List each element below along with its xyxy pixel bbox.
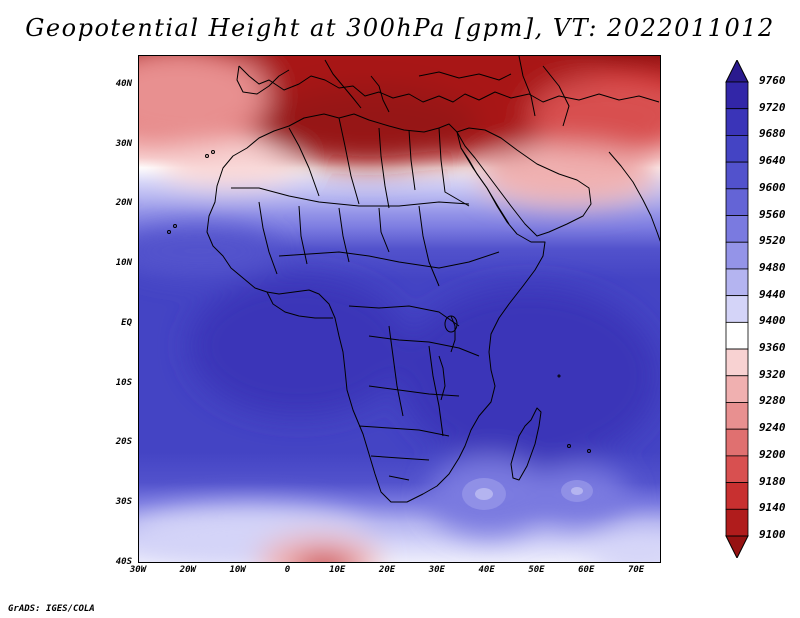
colorbar-segment — [725, 482, 749, 510]
lat-label: 10N — [115, 258, 132, 269]
colorbar-segment — [725, 375, 749, 403]
map-plot-area — [138, 55, 661, 563]
colorbar-segment — [725, 428, 749, 457]
colorbar-level-label: 9440 — [759, 287, 786, 301]
colorbar-segment — [725, 215, 749, 243]
colorbar-segment — [725, 188, 749, 216]
colorbar-level-label: 9480 — [759, 260, 786, 274]
lat-label: 10S — [115, 377, 132, 388]
lon-label: 10E — [329, 565, 346, 575]
lon-label: 70E — [627, 565, 645, 575]
colorbar-level-label: 9360 — [759, 341, 786, 355]
colorbar-level-label: 9720 — [759, 100, 786, 114]
colorbar-segment — [725, 348, 749, 377]
lon-label: 50E — [528, 565, 545, 575]
colorbar-segment — [725, 161, 749, 190]
colorbar-level-label: 9100 — [759, 528, 786, 541]
lat-label: 40S — [115, 557, 132, 567]
height-field-blobs — [139, 56, 660, 562]
map-title: Geopotential Height at 300hPa [gpm], VT:… — [25, 14, 775, 42]
lat-label: 30N — [115, 138, 132, 149]
lat-label: 20S — [115, 437, 132, 448]
colorbar-segment — [725, 455, 749, 483]
colorbar-level-label: 9240 — [759, 421, 786, 435]
colorbar-segment — [725, 268, 749, 297]
colorbar-segment — [725, 81, 749, 110]
colorbar-level-label: 9140 — [759, 501, 786, 515]
lat-label: 20N — [115, 198, 132, 209]
lon-label: 60E — [578, 565, 595, 575]
colorbar-segment — [725, 135, 749, 163]
colorbar-segment — [725, 295, 749, 323]
colorbar-level-label: 9560 — [759, 207, 786, 221]
colorbar-level-label: 9320 — [759, 367, 786, 381]
colorbar-bottom-arrow — [725, 535, 749, 558]
colorbar-level-label: 9180 — [759, 474, 786, 488]
lat-label: 40N — [115, 78, 132, 89]
lon-label: 30W — [129, 565, 147, 575]
colorbar-segment — [725, 108, 749, 136]
colorbar-segment — [725, 508, 749, 537]
lon-label: 20E — [378, 565, 396, 575]
lon-label: 0 — [284, 565, 291, 575]
lon-label: 40E — [478, 565, 495, 575]
colorbar-level-label: 9280 — [759, 394, 786, 408]
colorbar-segment — [725, 321, 749, 350]
colorbar-segment — [725, 402, 749, 430]
colorbar-level-label: 9640 — [759, 154, 786, 168]
colorbar-level-label: 9760 — [759, 74, 786, 87]
colorbar-level-label: 9600 — [759, 180, 786, 194]
lon-label: 20W — [179, 565, 196, 575]
colorbar-level-label: 9520 — [759, 234, 786, 248]
colorbar-level-label: 9200 — [759, 447, 786, 461]
lon-label: 30E — [428, 565, 445, 575]
grads-credit: GrADS: IGES/COLA — [8, 604, 95, 614]
geopotential-height-field — [139, 56, 660, 562]
colorbar-level-label: 9680 — [759, 127, 786, 141]
lat-label: EQ — [121, 317, 132, 328]
lat-label: 30S — [115, 497, 132, 508]
colorbar-level-label: 9400 — [759, 314, 786, 328]
coastlines-and-borders — [167, 56, 660, 503]
colorbar-top-arrow — [725, 60, 749, 83]
colorbar-segment — [725, 241, 749, 270]
lon-label: 10W — [229, 565, 246, 575]
colorbar — [725, 60, 749, 558]
highlight-blobs — [462, 478, 593, 510]
